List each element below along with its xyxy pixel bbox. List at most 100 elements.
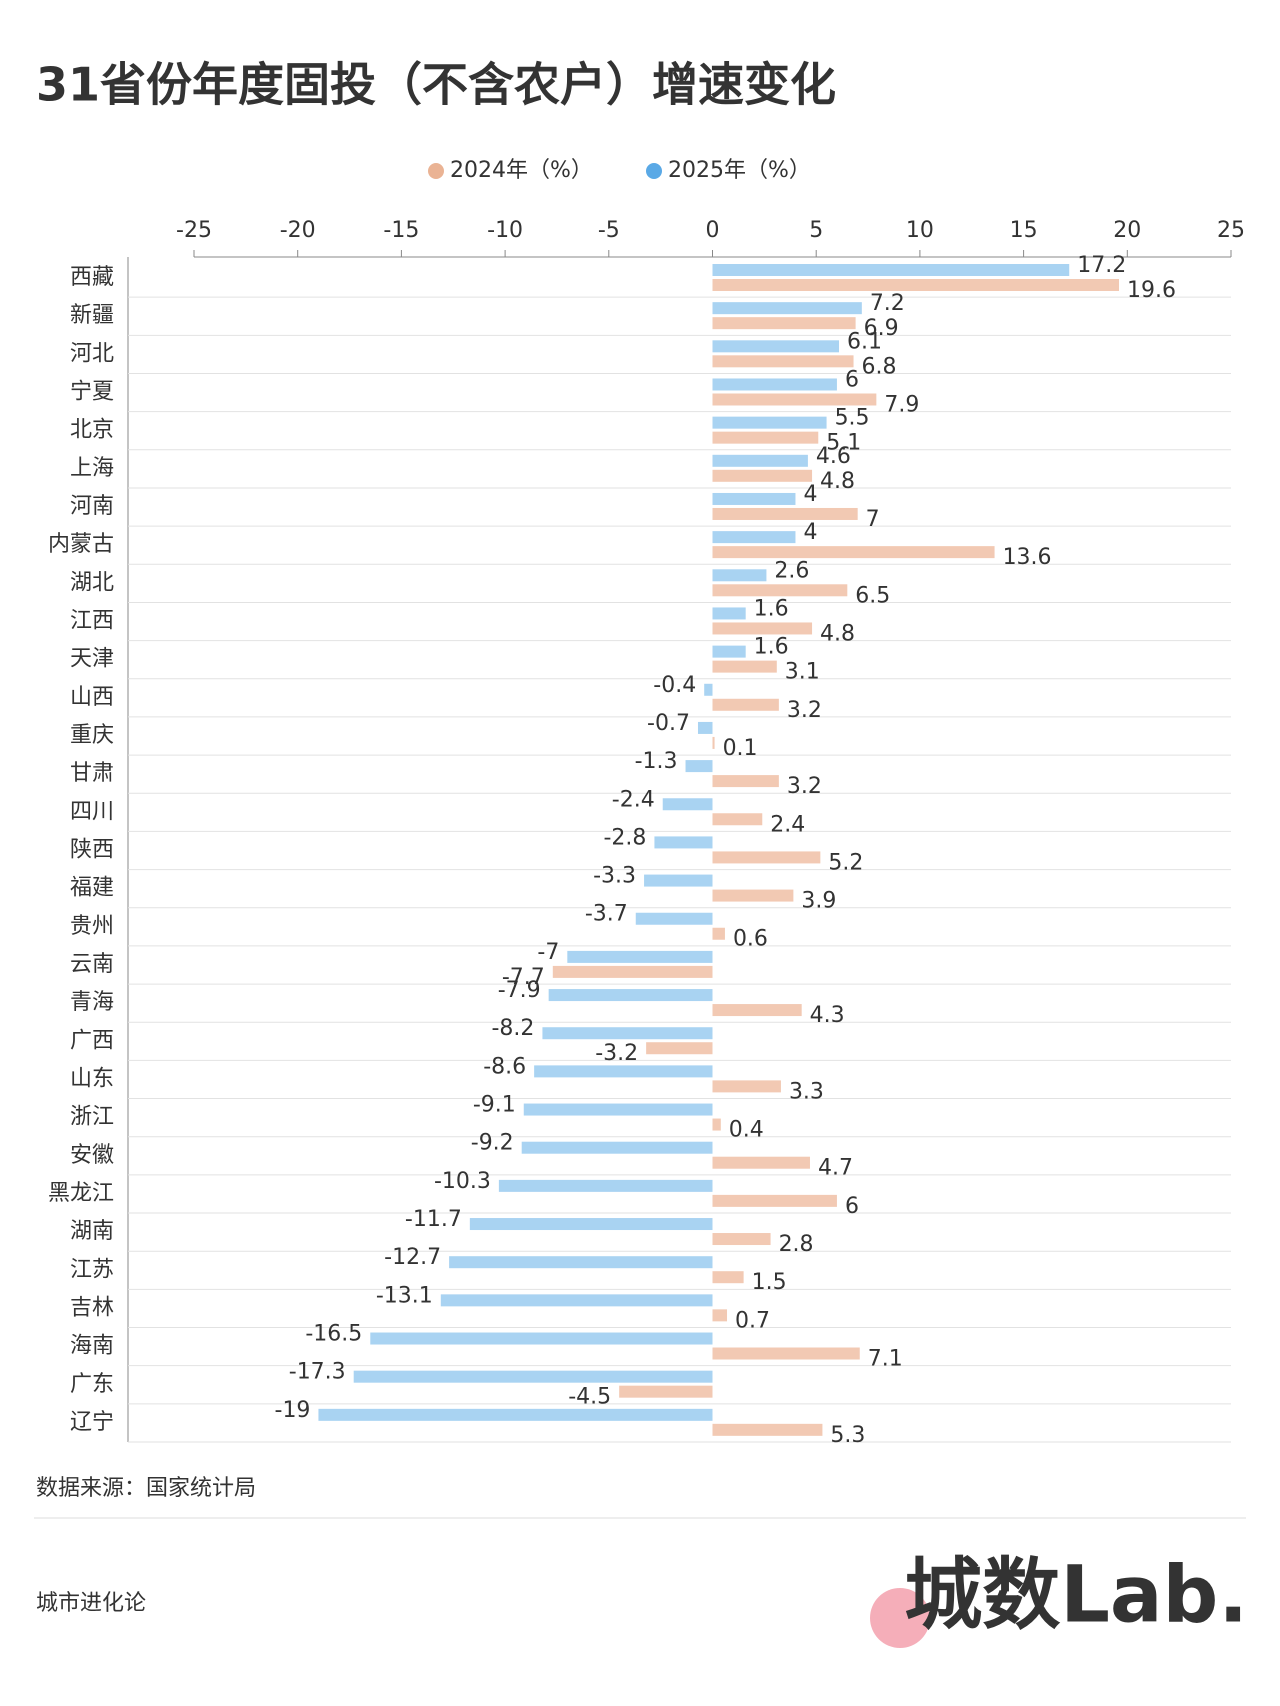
bar — [712, 546, 995, 559]
legend-marker — [428, 163, 444, 179]
value-label: 3.1 — [785, 660, 820, 685]
bar — [635, 912, 713, 925]
y-tick-label: 新疆 — [70, 303, 114, 328]
y-tick-label: 江苏 — [70, 1257, 114, 1282]
value-label: -3.3 — [593, 864, 636, 889]
bar — [685, 760, 713, 773]
value-label: 6 — [845, 367, 859, 392]
y-tick-label: 陕西 — [70, 838, 114, 863]
value-label: -9.1 — [473, 1093, 516, 1118]
bar — [712, 431, 819, 444]
value-label: -0.7 — [647, 711, 690, 736]
value-label: 0.1 — [723, 736, 758, 761]
y-tick-label: 安徽 — [70, 1143, 114, 1168]
value-label: 5.1 — [826, 431, 861, 456]
value-label: -10.3 — [434, 1169, 491, 1194]
y-tick-label: 吉林 — [70, 1295, 114, 1320]
value-label: 6.5 — [855, 583, 890, 608]
value-label: 0.7 — [735, 1308, 770, 1333]
bar — [712, 317, 856, 330]
value-label: 1.6 — [754, 596, 789, 621]
value-label: 4.6 — [816, 444, 851, 469]
bar — [534, 1065, 713, 1078]
value-label: 4.8 — [820, 469, 855, 494]
value-label: -3.7 — [585, 902, 628, 927]
value-label: 7.1 — [868, 1347, 903, 1372]
bar — [712, 340, 840, 353]
bar — [498, 1179, 713, 1192]
value-label: 4.3 — [810, 1003, 845, 1028]
bar — [521, 1141, 713, 1154]
y-tick-label: 甘肃 — [70, 761, 114, 786]
bar — [712, 279, 1120, 291]
y-tick-label: 江西 — [70, 609, 114, 634]
x-tick-label: -25 — [176, 218, 212, 243]
y-tick-label: 贵州 — [70, 914, 114, 939]
value-label: 6.9 — [864, 316, 899, 341]
bar — [712, 492, 796, 505]
y-tick-label: 海南 — [70, 1334, 114, 1359]
value-label: -8.6 — [483, 1054, 526, 1079]
y-tick-label: 辽宁 — [70, 1410, 114, 1435]
bar — [712, 531, 796, 544]
bar — [712, 1156, 810, 1169]
bar — [697, 721, 713, 734]
value-label: -11.7 — [405, 1207, 462, 1232]
y-tick-label: 内蒙古 — [48, 532, 114, 557]
bar — [548, 989, 713, 1002]
value-label: 0.4 — [729, 1118, 764, 1143]
value-label: 2.4 — [770, 812, 805, 837]
brand: 城市进化论 — [36, 1591, 146, 1616]
value-label: 1.6 — [754, 635, 789, 660]
bar — [712, 927, 725, 940]
y-tick-label: 云南 — [70, 952, 114, 977]
value-label: -4.5 — [568, 1385, 611, 1410]
y-tick-label: 青海 — [70, 990, 114, 1015]
y-tick-label: 广西 — [70, 1028, 114, 1053]
value-label: 6.8 — [862, 354, 897, 379]
value-label: -7.7 — [502, 965, 545, 990]
x-tick-label: 10 — [906, 218, 934, 243]
bar — [712, 889, 794, 902]
bar — [712, 569, 767, 582]
y-tick-label: 四川 — [70, 799, 114, 824]
bar — [440, 1294, 713, 1307]
bar — [469, 1218, 713, 1231]
value-label: 19.6 — [1127, 278, 1176, 303]
y-tick-label: 山东 — [70, 1066, 114, 1091]
x-tick-label: 20 — [1113, 218, 1141, 243]
bar — [712, 416, 827, 429]
legend-label: 2024年（%） — [450, 158, 593, 183]
value-label: 7.9 — [884, 392, 919, 417]
bar — [712, 355, 854, 368]
x-tick-label: 0 — [706, 218, 720, 243]
value-label: -12.7 — [384, 1245, 441, 1270]
value-label: -17.3 — [289, 1360, 346, 1385]
value-label: -8.2 — [491, 1016, 534, 1041]
value-label: -7 — [537, 940, 559, 965]
value-label: 2.6 — [774, 558, 809, 583]
y-tick-label: 湖南 — [70, 1219, 114, 1244]
bar — [712, 1233, 771, 1246]
legend-marker — [646, 163, 662, 179]
y-tick-label: 河南 — [70, 494, 114, 519]
bar — [712, 507, 858, 520]
value-label: -2.8 — [603, 825, 646, 850]
y-tick-label: 北京 — [70, 418, 114, 443]
value-label: -1.3 — [635, 749, 678, 774]
x-tick-label: 5 — [809, 218, 823, 243]
value-label: -2.4 — [612, 787, 655, 812]
bar — [523, 1103, 713, 1116]
bar — [542, 1027, 713, 1040]
bar — [712, 851, 821, 864]
legend-label: 2025年（%） — [668, 158, 811, 183]
value-label: 6 — [845, 1194, 859, 1219]
bar — [712, 1271, 744, 1284]
value-label: 17.2 — [1077, 253, 1126, 278]
y-tick-label: 福建 — [70, 876, 114, 901]
value-label: -16.5 — [305, 1322, 362, 1347]
value-label: 3.9 — [801, 889, 836, 914]
bar — [712, 1118, 721, 1131]
bar — [646, 1042, 713, 1055]
